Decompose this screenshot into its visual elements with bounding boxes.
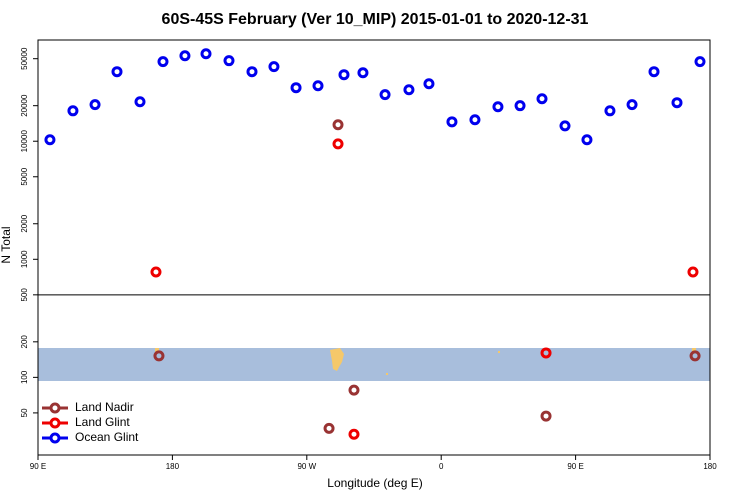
data-point: [200, 48, 212, 60]
data-point: [338, 69, 350, 81]
data-point: [671, 97, 683, 109]
x-tick-label: 90 E: [30, 462, 46, 471]
data-point: [150, 266, 162, 278]
legend-marker: [49, 432, 61, 444]
legend-marker: [49, 402, 61, 414]
data-point: [332, 119, 344, 131]
y-tick-label: 50: [20, 408, 29, 417]
y-axis-label: N Total: [0, 226, 13, 263]
data-point: [89, 99, 101, 111]
data-point: [332, 138, 344, 150]
data-point: [694, 56, 706, 68]
legend-label: Ocean Glint: [75, 430, 139, 444]
y-tick-label: 20000: [20, 94, 29, 117]
data-point: [469, 114, 481, 126]
data-point: [403, 84, 415, 96]
data-point: [514, 100, 526, 112]
data-point: [559, 120, 571, 132]
data-point: [687, 266, 699, 278]
data-point: [540, 410, 552, 422]
data-point: [323, 422, 335, 434]
legend-label: Land Nadir: [75, 400, 134, 414]
map-strip: [38, 348, 710, 381]
data-point: [348, 384, 360, 396]
data-point: [379, 89, 391, 101]
data-point: [44, 134, 56, 146]
legend-label: Land Glint: [75, 415, 130, 429]
data-point: [134, 96, 146, 108]
y-tick-label: 50000: [20, 47, 29, 70]
data-point: [312, 80, 324, 92]
legend-marker: [49, 417, 61, 429]
y-tick-label: 500: [20, 288, 29, 302]
data-point: [157, 56, 169, 68]
data-point: [689, 350, 701, 362]
x-tick-label: 0: [439, 462, 444, 471]
data-point: [268, 61, 280, 73]
data-point: [153, 350, 165, 362]
data-point: [626, 99, 638, 111]
chart-title: 60S-45S February (Ver 10_MIP) 2015-01-01…: [162, 11, 589, 28]
data-point: [179, 50, 191, 62]
data-point: [290, 82, 302, 94]
x-tick-label: 180: [166, 462, 180, 471]
y-tick-label: 5000: [20, 167, 29, 185]
y-tick-label: 10000: [20, 130, 29, 153]
y-tick-label: 100: [20, 370, 29, 384]
data-point: [423, 78, 435, 90]
data-point: [536, 93, 548, 105]
data-point: [581, 134, 593, 146]
x-tick-label: 90 E: [567, 462, 583, 471]
data-point: [446, 116, 458, 128]
data-point: [540, 347, 552, 359]
data-point: [648, 66, 660, 78]
data-point: [111, 66, 123, 78]
data-point: [67, 105, 79, 117]
data-point: [223, 55, 235, 67]
x-tick-label: 90 W: [297, 462, 316, 471]
y-tick-label: 1000: [20, 250, 29, 268]
data-point: [357, 67, 369, 79]
data-point: [492, 101, 504, 113]
data-point: [246, 66, 258, 78]
x-axis-label: Longitude (deg E): [327, 476, 422, 490]
data-point: [604, 105, 616, 117]
data-point: [348, 428, 360, 440]
y-tick-label: 2000: [20, 214, 29, 232]
x-tick-label: 180: [703, 462, 717, 471]
y-tick-label: 200: [20, 335, 29, 349]
plot-frame: [37, 39, 711, 456]
